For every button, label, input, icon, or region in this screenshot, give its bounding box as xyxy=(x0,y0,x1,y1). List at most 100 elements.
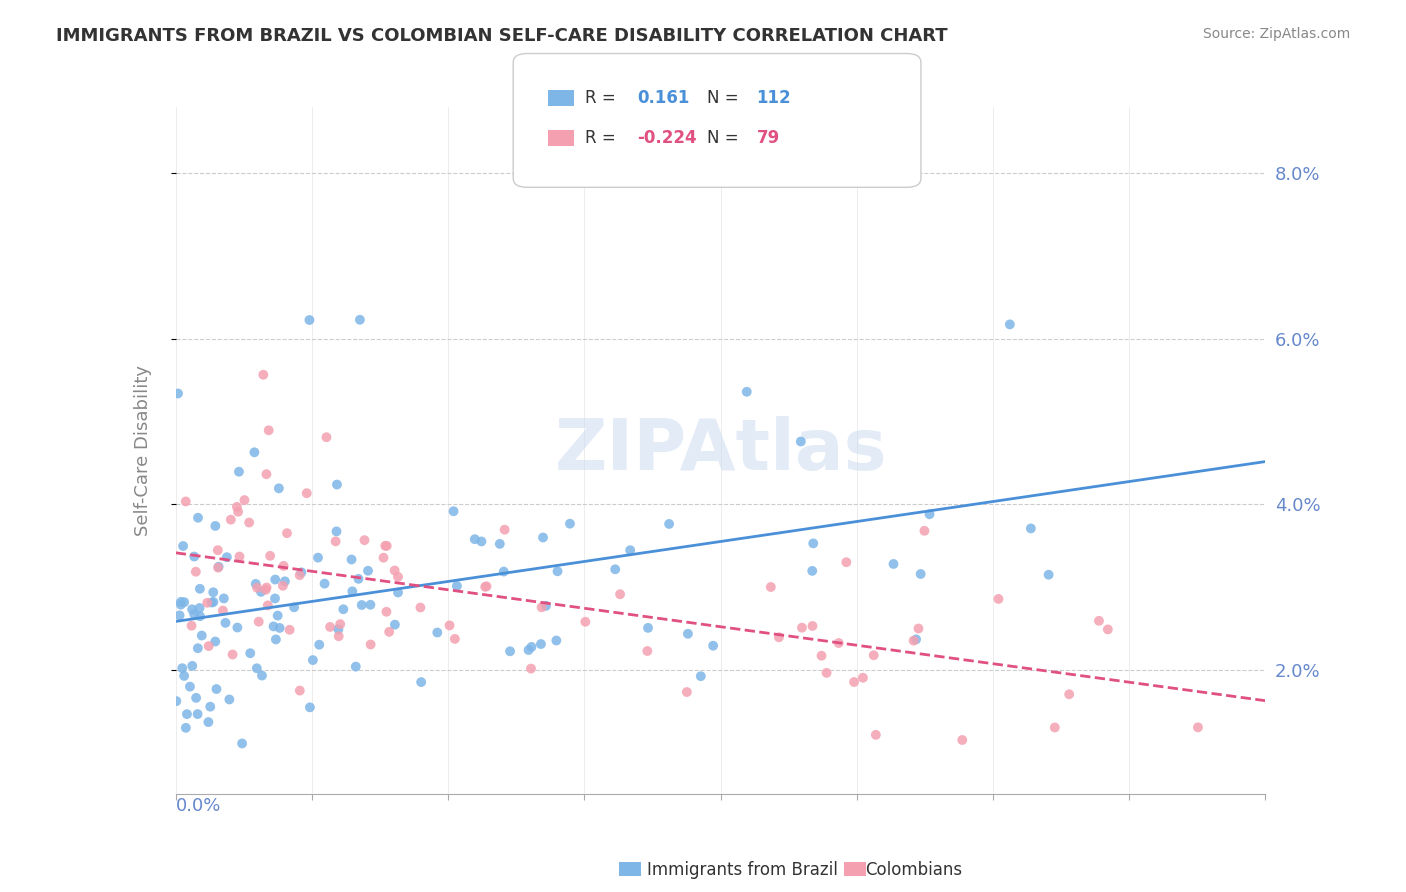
Point xyxy=(384,617,406,632)
Point xyxy=(328,622,350,636)
Point xyxy=(546,633,568,648)
Point xyxy=(494,523,516,537)
Point xyxy=(574,615,596,629)
Point xyxy=(278,623,301,637)
Point xyxy=(180,618,202,632)
Point xyxy=(1187,720,1209,734)
Point xyxy=(239,646,262,660)
Y-axis label: Self-Care Disability: Self-Care Disability xyxy=(134,365,152,536)
Point xyxy=(181,602,204,616)
Point xyxy=(347,572,370,586)
Point xyxy=(882,557,904,571)
Point xyxy=(801,564,824,578)
Point xyxy=(188,609,211,624)
Point xyxy=(201,596,224,610)
Point xyxy=(247,615,270,629)
Point xyxy=(1019,521,1042,535)
Point xyxy=(918,508,941,522)
Point xyxy=(488,537,510,551)
Point xyxy=(1097,623,1119,637)
Point xyxy=(378,624,401,639)
Point xyxy=(520,662,543,676)
Point xyxy=(862,648,884,663)
Point xyxy=(912,524,935,538)
Point xyxy=(357,564,380,578)
Point xyxy=(332,602,354,616)
Point xyxy=(815,665,838,680)
Point xyxy=(298,700,321,714)
Point xyxy=(676,685,699,699)
Point xyxy=(295,486,318,500)
Point xyxy=(342,584,364,599)
Point xyxy=(910,566,932,581)
Point xyxy=(328,629,350,643)
Point xyxy=(290,566,312,580)
Point xyxy=(344,659,367,673)
Point xyxy=(637,621,659,635)
Point xyxy=(207,559,229,574)
Point xyxy=(868,150,890,164)
Point xyxy=(181,658,204,673)
Point xyxy=(264,632,287,647)
Point xyxy=(470,534,492,549)
Point xyxy=(842,675,865,690)
Text: ZIPAtlas: ZIPAtlas xyxy=(554,416,887,485)
Point xyxy=(520,640,543,654)
Point xyxy=(375,539,398,553)
Point xyxy=(200,699,222,714)
Point xyxy=(204,634,226,648)
Point xyxy=(852,671,875,685)
Point xyxy=(264,573,287,587)
Point xyxy=(374,539,396,553)
Point xyxy=(187,641,209,656)
Point xyxy=(759,580,782,594)
Text: N =: N = xyxy=(707,89,738,107)
Point xyxy=(907,622,929,636)
Point xyxy=(195,596,218,610)
Point xyxy=(273,558,295,573)
Point xyxy=(174,494,197,508)
Point xyxy=(221,648,243,662)
Point xyxy=(187,707,209,722)
Point xyxy=(183,549,205,564)
Point xyxy=(228,549,250,564)
Point xyxy=(207,543,229,558)
Point xyxy=(243,445,266,459)
Point xyxy=(865,728,887,742)
Point xyxy=(375,605,398,619)
Point xyxy=(903,633,925,648)
Point xyxy=(226,505,249,519)
Point xyxy=(250,668,273,682)
Point xyxy=(214,615,236,630)
Point xyxy=(987,591,1010,606)
Point xyxy=(998,318,1021,332)
Text: 0.0%: 0.0% xyxy=(176,797,221,814)
Point xyxy=(1038,567,1060,582)
Text: Colombians: Colombians xyxy=(865,861,962,879)
Point xyxy=(205,681,228,696)
Point xyxy=(184,690,207,705)
Point xyxy=(1057,687,1080,701)
Point xyxy=(446,579,468,593)
Point xyxy=(810,648,832,663)
Point xyxy=(409,600,432,615)
Point xyxy=(329,617,352,632)
Point xyxy=(187,510,209,524)
Point xyxy=(250,584,273,599)
Point xyxy=(768,630,790,644)
Point xyxy=(172,539,194,553)
Point xyxy=(179,680,201,694)
Point xyxy=(314,576,336,591)
Point xyxy=(1043,721,1066,735)
Point xyxy=(254,582,277,597)
Text: R =: R = xyxy=(585,129,616,147)
Point xyxy=(315,430,337,444)
Point xyxy=(188,582,211,596)
Point xyxy=(530,600,553,615)
Point xyxy=(169,608,191,623)
Point xyxy=(256,581,278,595)
Point xyxy=(411,675,433,690)
Point xyxy=(231,736,253,750)
Point xyxy=(257,423,280,437)
Point xyxy=(228,465,250,479)
